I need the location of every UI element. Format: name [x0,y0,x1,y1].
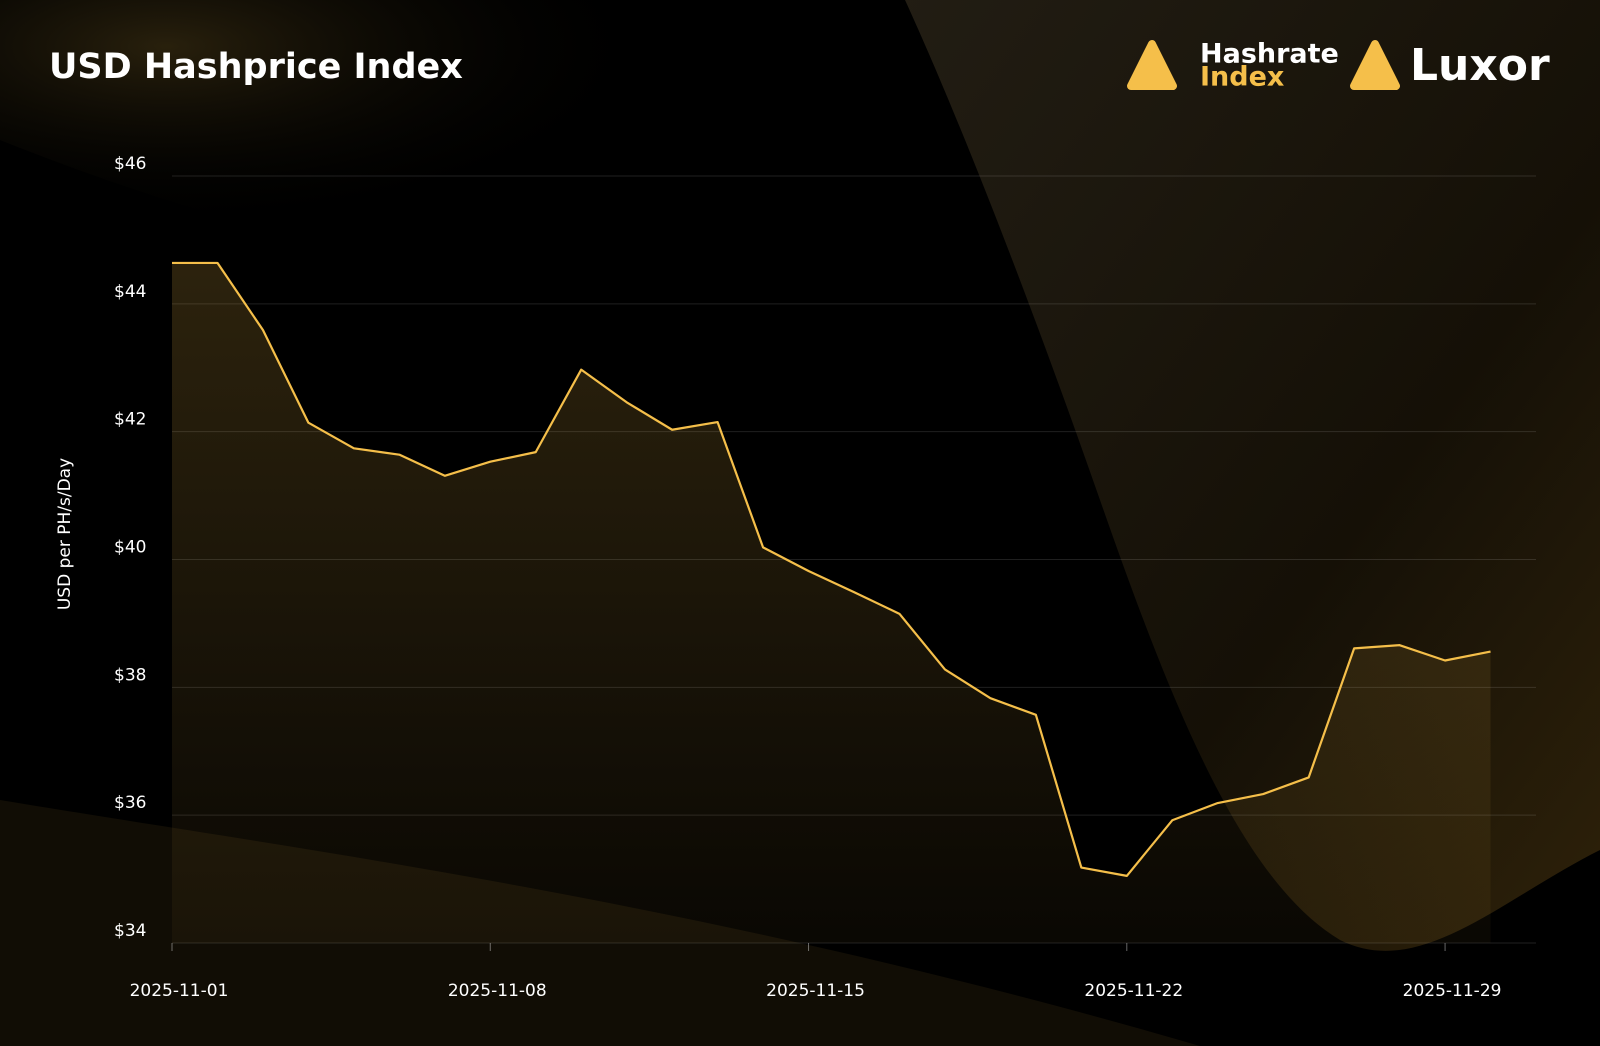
area [172,262,1491,944]
x-tick-label: 2025-11-08 [448,981,547,1001]
logo-icon [1350,40,1400,90]
y-tick-label: $42 [114,410,146,430]
chart-title: USD Hashprice Index [49,47,463,87]
y-axis-label: USD per PH/s/Day [55,458,75,610]
x-tick-label: 2025-11-22 [1084,981,1183,1001]
y-tick-label: $34 [114,921,146,941]
line [172,261,1491,877]
y-tick-label: $46 [114,154,146,174]
logo-text: Luxor [1410,40,1550,91]
x-tick-label: 2025-11-29 [1403,981,1502,1001]
logo-text: Hashrate [1200,39,1339,70]
y-tick-label: $40 [114,538,146,558]
x-tick-label: 2025-11-01 [130,981,229,1001]
x-tick-label: 2025-11-15 [766,981,865,1001]
logo-icon [1127,40,1177,90]
y-tick-label: $44 [114,282,146,302]
bg-shape [0,0,833,311]
y-tick-label: $38 [114,665,146,685]
logo-text: Index [1200,62,1284,93]
y-tick-label: $36 [114,793,146,813]
